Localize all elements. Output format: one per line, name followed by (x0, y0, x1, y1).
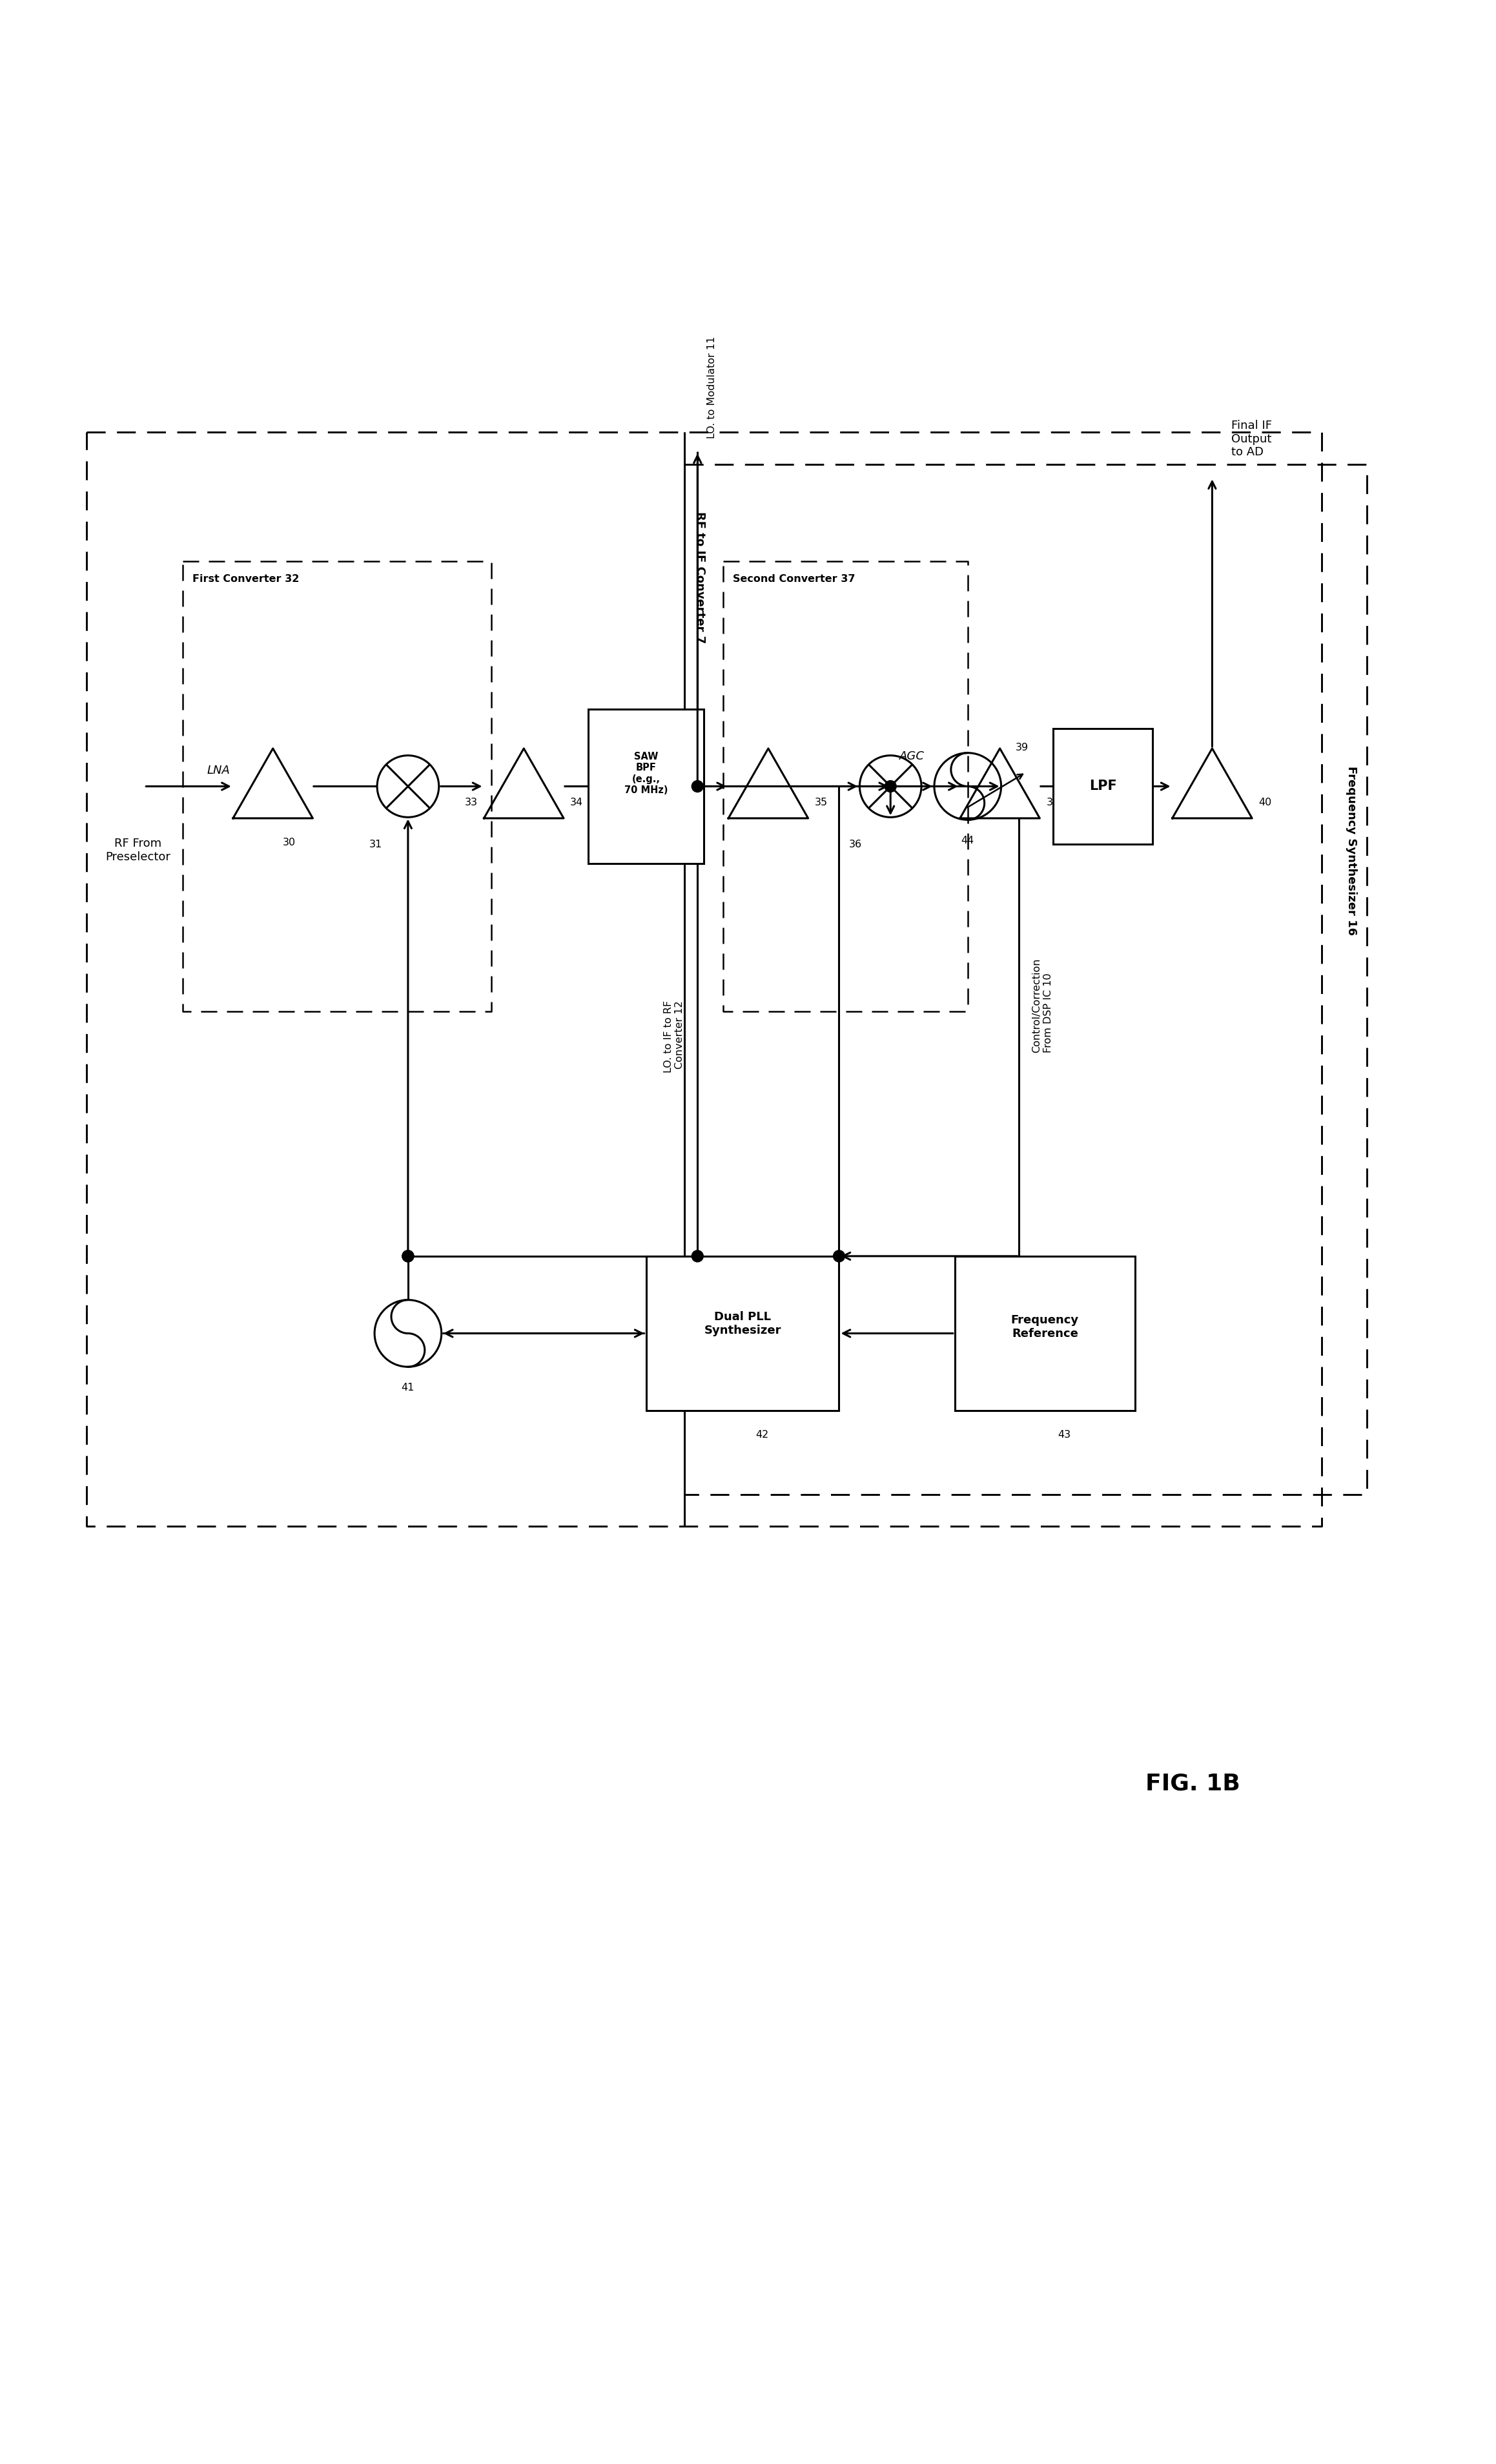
Text: Frequency
Reference: Frequency Reference (1011, 1313, 1079, 1340)
Text: 39: 39 (1016, 742, 1029, 752)
Circle shape (833, 1249, 845, 1262)
Circle shape (691, 1249, 703, 1262)
Text: RF to IF Converter 7: RF to IF Converter 7 (694, 510, 706, 643)
Text: LNA: LNA (206, 764, 230, 776)
Bar (954, 1257, 1135, 1409)
Circle shape (691, 781, 703, 791)
Text: 42: 42 (755, 1429, 769, 1439)
Text: Frequency Synthesizer 16: Frequency Synthesizer 16 (1345, 766, 1357, 936)
Circle shape (402, 1249, 414, 1262)
Text: FIG. 1B: FIG. 1B (1146, 1774, 1240, 1794)
Text: LO. to Modulator 11: LO. to Modulator 11 (708, 338, 717, 439)
Text: First Converter 32: First Converter 32 (193, 574, 299, 584)
Text: 36: 36 (848, 840, 862, 850)
Text: 31: 31 (370, 840, 383, 850)
Text: Final IF
Output
to AD: Final IF Output to AD (1231, 419, 1272, 458)
Text: AGC: AGC (899, 752, 925, 761)
Text: 41: 41 (401, 1382, 414, 1392)
Text: 38: 38 (1046, 798, 1059, 808)
Text: SAW
BPF
(e.g.,
70 MHz): SAW BPF (e.g., 70 MHz) (624, 752, 667, 796)
Bar (588, 710, 705, 862)
Text: LPF: LPF (1089, 781, 1116, 793)
Text: Control/Correction
From DSP IC 10: Control/Correction From DSP IC 10 (1032, 958, 1053, 1052)
Circle shape (402, 1249, 414, 1262)
Text: 30: 30 (283, 838, 296, 848)
Circle shape (884, 781, 896, 791)
Text: Second Converter 37: Second Converter 37 (733, 574, 856, 584)
Text: 43: 43 (1058, 1429, 1071, 1439)
Text: 35: 35 (815, 798, 827, 808)
Text: 44: 44 (960, 835, 974, 845)
Text: LO. to IF to RF
Converter 12: LO. to IF to RF Converter 12 (664, 1000, 685, 1072)
Bar (646, 1257, 839, 1409)
Text: 33: 33 (465, 798, 477, 808)
Bar (1053, 729, 1152, 845)
Text: 34: 34 (570, 798, 583, 808)
Text: 40: 40 (1258, 798, 1272, 808)
Text: RF From
Preselector: RF From Preselector (105, 838, 171, 862)
Text: Dual PLL
Synthesizer: Dual PLL Synthesizer (705, 1311, 781, 1335)
